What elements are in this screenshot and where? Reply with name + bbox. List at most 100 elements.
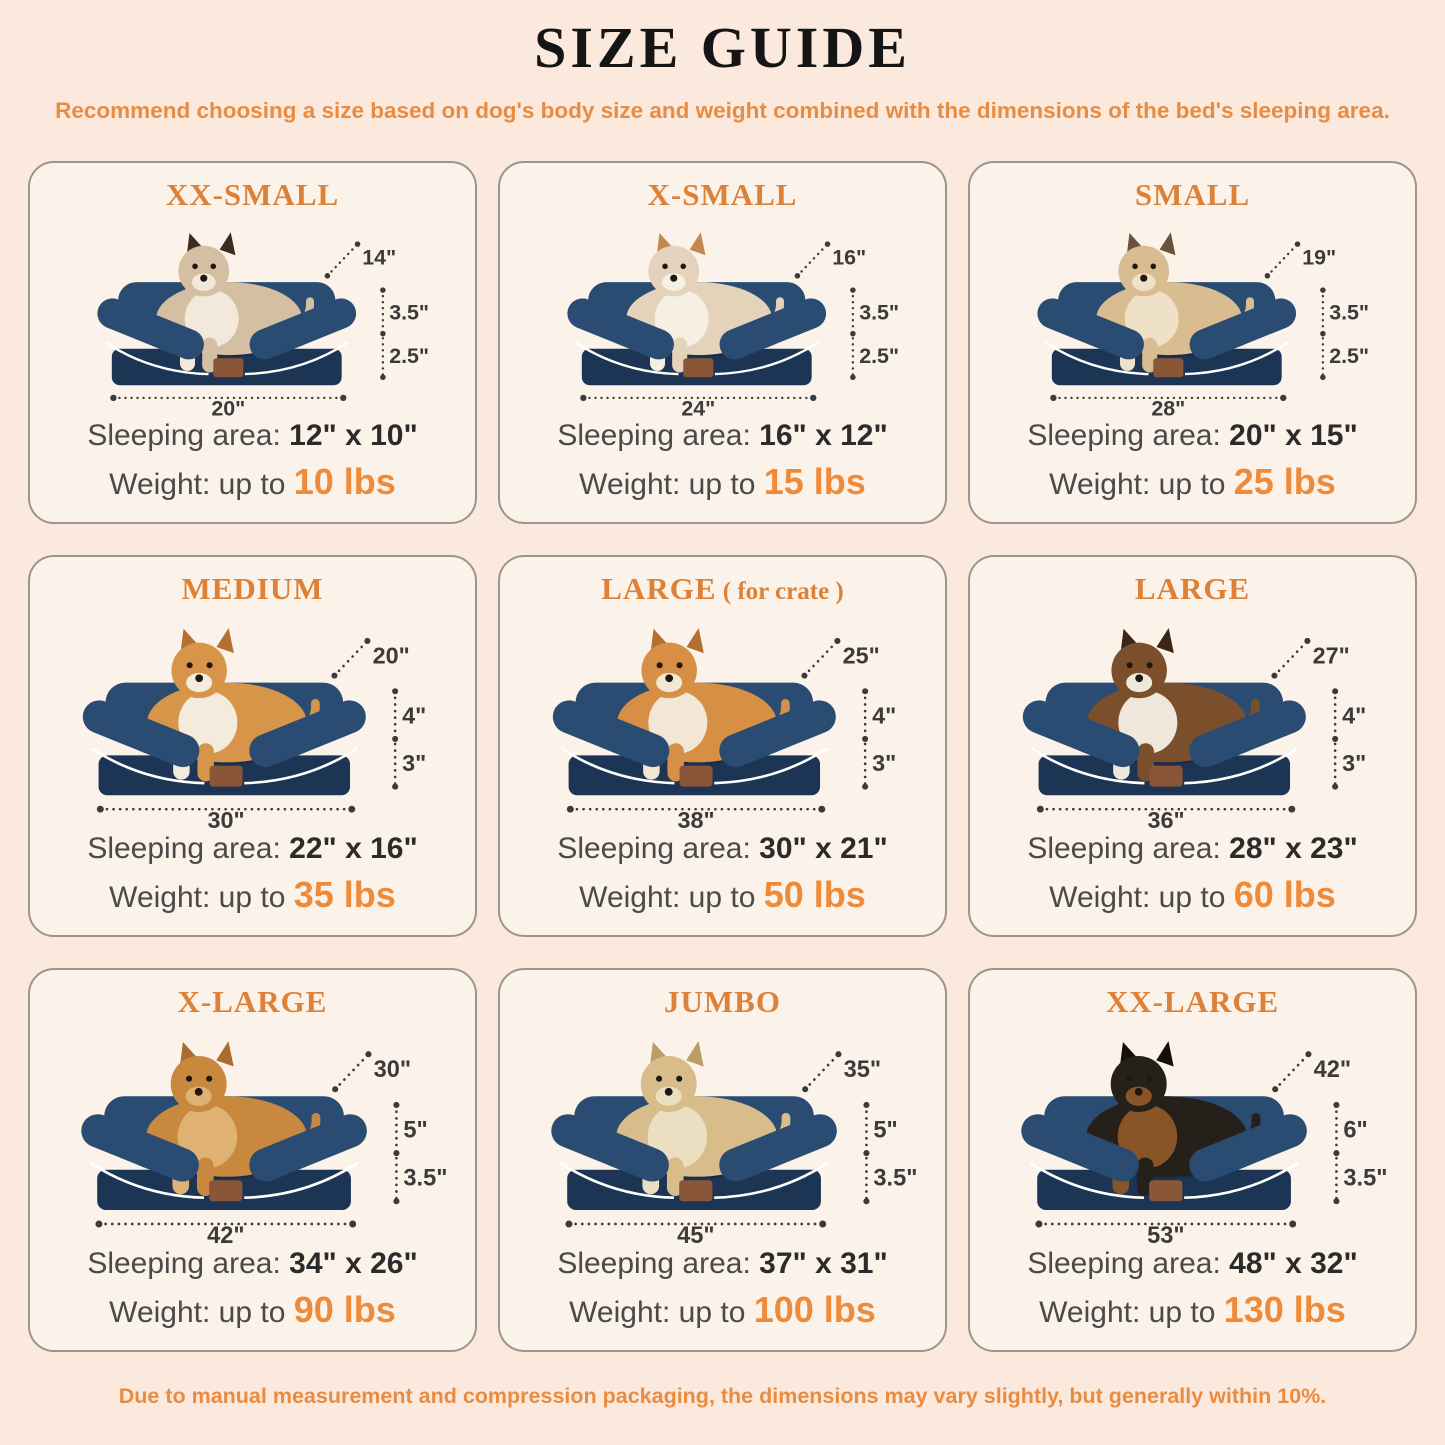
pet-ear-right: [1156, 628, 1174, 654]
dimension-dot: [1333, 1102, 1340, 1109]
weight-line: Weight: up to 60 lbs: [970, 872, 1415, 919]
sleeping-area-line: Sleeping area: 16" x 12": [500, 416, 945, 455]
bed-brand-tag: [209, 765, 243, 787]
size-card-7: JUMBO: [498, 968, 947, 1353]
base-height-label: 3.5": [403, 1166, 447, 1192]
bolster-height-label: 5": [873, 1118, 897, 1144]
bed-piping-left: [574, 341, 679, 376]
bed-arm-left: [82, 700, 200, 768]
sleeping-area-value: 48" x 32": [1229, 1247, 1358, 1281]
dimension-depth-line: [803, 1053, 840, 1091]
pet-nose: [1140, 274, 1148, 282]
pet-eye-left: [1126, 662, 1133, 669]
pet-nose: [665, 674, 674, 683]
size-name: JUMBO: [664, 984, 781, 1020]
dimension-dot: [1294, 241, 1301, 248]
dimension-dot: [863, 1102, 870, 1109]
sleeping-area-line: Sleeping area: 28" x 23": [970, 829, 1415, 868]
size-card-title: XX-SMALL: [30, 177, 475, 212]
bed-arm-right: [249, 1114, 367, 1182]
bed-piping-right: [1184, 747, 1298, 785]
size-card-title: MEDIUM: [30, 571, 475, 606]
bed-diagram-svg: 42" 6" 3.5" 53": [1021, 1041, 1387, 1244]
size-card-specs: Sleeping area: 34" x 26" Weight: up to 9…: [30, 1244, 475, 1350]
sleeping-area-value: 28" x 23": [1229, 832, 1358, 866]
pet-eye-right: [676, 1075, 683, 1082]
bed-arm-left: [1022, 700, 1140, 768]
dimension-dot: [349, 1220, 357, 1228]
size-card-specs: Sleeping area: 12" x 10" Weight: up to 1…: [30, 416, 475, 522]
sleeping-area-line: Sleeping area: 12" x 10": [30, 416, 475, 455]
pet-nose: [670, 274, 678, 282]
dimension-dot: [862, 688, 869, 695]
bed-arm-bolsters: [1022, 700, 1306, 787]
bed-arm-bolsters: [97, 298, 357, 378]
depth-dimension-label: 35": [844, 1057, 881, 1083]
dimension-dot: [580, 394, 587, 402]
dimension-dot: [794, 273, 801, 279]
base-height-label: 3": [1342, 750, 1366, 776]
dimension-dot: [862, 783, 869, 790]
pet-eye-left: [1126, 1075, 1133, 1082]
pet-head: [640, 1056, 697, 1113]
width-dimension-label: 24": [681, 396, 715, 416]
sleeping-area-line: Sleeping area: 48" x 32": [970, 1244, 1415, 1283]
weight-line: Weight: up to 50 lbs: [500, 872, 945, 919]
weight-label: Weight: up to: [109, 468, 286, 502]
dimension-dot: [566, 805, 574, 813]
depth-dimension-label: 16": [832, 246, 866, 270]
dimension-annotations: 30" 5" 3.5" 42": [95, 1051, 447, 1244]
pet-head: [171, 642, 227, 699]
dimension-dot: [818, 805, 826, 813]
size-card-title: X-LARGE: [30, 984, 475, 1019]
dimension-dot: [1036, 805, 1044, 813]
pet-eye-right: [1146, 1075, 1153, 1082]
dimension-dot: [824, 241, 831, 248]
pet-ear-right: [219, 232, 236, 256]
sleeping-area-label: Sleeping area:: [87, 1247, 281, 1281]
pet-ear-right: [1159, 232, 1176, 256]
bed-arm-left: [551, 1114, 669, 1182]
sleeping-area-label: Sleeping area:: [1027, 1247, 1221, 1281]
dimension-dot: [331, 672, 338, 679]
bed-piping-right: [1184, 1161, 1299, 1200]
bed-diagram-svg: 20" 4" 3" 30": [82, 628, 426, 829]
bed-arm-left: [97, 298, 204, 360]
pet-muzzle: [191, 273, 216, 292]
dimension-dot: [340, 394, 347, 402]
bed-diagram: 16" 3.5" 2.5" 24": [504, 214, 941, 416]
dimension-annotations: 35" 5" 3.5" 45": [565, 1051, 917, 1244]
weight-line: Weight: up to 10 lbs: [30, 459, 475, 506]
size-card-specs: Sleeping area: 37" x 31" Weight: up to 1…: [500, 1244, 945, 1350]
pet-eye-left: [192, 263, 198, 270]
bed-diagram: 27" 4" 3" 36": [974, 608, 1411, 829]
dimension-annotations: 42" 6" 3.5" 53": [1035, 1051, 1387, 1244]
bolster-height-label: 5": [403, 1118, 427, 1144]
dimension-dot: [802, 1086, 809, 1093]
sleeping-area-label: Sleeping area:: [557, 419, 751, 453]
pet-muzzle: [1126, 673, 1153, 693]
dimension-depth-line: [1273, 639, 1309, 678]
dimension-dot: [850, 331, 856, 337]
dimension-dot: [364, 638, 371, 645]
pet-head: [1110, 1056, 1167, 1113]
bolster-height-label: 4": [402, 702, 426, 728]
sleeping-area-line: Sleeping area: 30" x 21": [500, 829, 945, 868]
bed-piping-left: [559, 1161, 674, 1200]
sleeping-area-label: Sleeping area:: [1027, 832, 1221, 866]
dimension-depth-line: [796, 243, 829, 278]
width-dimension-label: 30": [207, 807, 244, 829]
width-dimension-label: 36": [1147, 807, 1184, 829]
bed-arm-bolsters: [552, 700, 836, 787]
size-card-title: X-SMALL: [500, 177, 945, 212]
pet-eye-right: [1146, 662, 1153, 669]
dimension-dot: [1304, 638, 1311, 645]
pet-eye-right: [676, 662, 683, 669]
bed-brand-tag: [679, 1180, 713, 1202]
measurement-disclaimer: Due to manual measurement and compressio…: [118, 1384, 1327, 1409]
width-dimension-label: 28": [1151, 396, 1185, 416]
base-height-label: 3.5": [873, 1166, 917, 1192]
dimension-depth-line: [803, 639, 839, 678]
bed-arm-bolsters: [551, 1114, 837, 1202]
bed-piping-right: [244, 341, 349, 376]
